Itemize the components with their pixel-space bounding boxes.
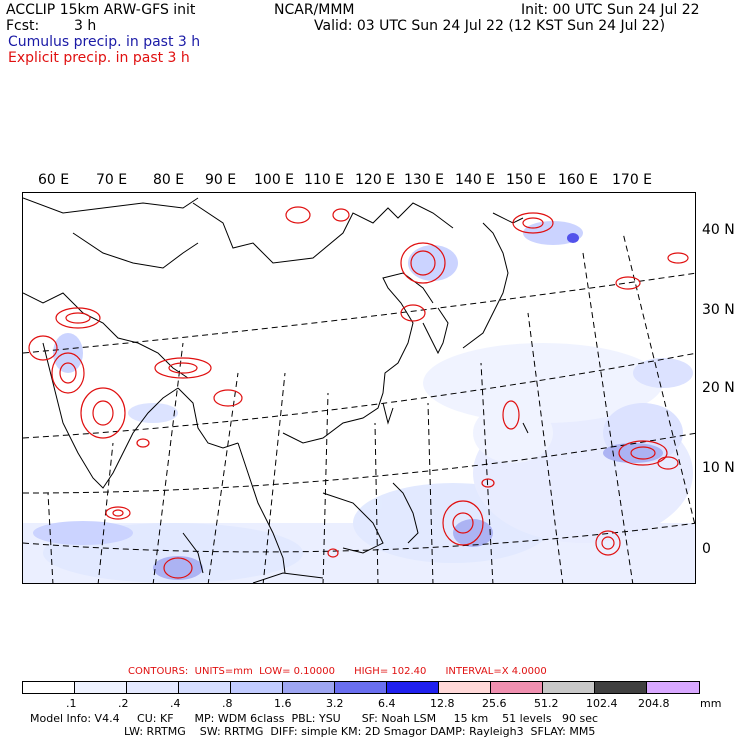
model-info-line1: Model Info: V4.4 CU: KF MP: WDM 6class P… bbox=[30, 712, 599, 725]
model-info-line2: LW: RRTMG SW: RRTMG DIFF: simple KM: 2D … bbox=[124, 725, 596, 738]
valid-time: Valid: 03 UTC Sun 24 Jul 22 (12 KST Sun … bbox=[314, 18, 666, 34]
lat-label-20n: 20 N bbox=[702, 380, 735, 396]
legend-tick-0: .1 bbox=[66, 697, 77, 710]
contour-interval: INTERVAL=X 4.0000 bbox=[445, 666, 547, 677]
coastlines bbox=[23, 197, 529, 583]
legend-tick-9: 51.2 bbox=[534, 697, 559, 710]
lon-label-130e: 130 E bbox=[404, 172, 445, 188]
legend-swatch-2 bbox=[127, 682, 179, 693]
contour-low: LOW= 0.10000 bbox=[259, 666, 335, 677]
cumulus-precip-label: Cumulus precip. in past 3 h bbox=[8, 34, 201, 50]
contour-high: HIGH= 102.40 bbox=[354, 666, 427, 677]
legend-unit: mm bbox=[700, 697, 722, 710]
map-graphic bbox=[23, 197, 695, 583]
lon-label-100e: 100 E bbox=[254, 172, 295, 188]
legend-tick-4: 1.6 bbox=[274, 697, 292, 710]
explicit-precip-label: Explicit precip. in past 3 h bbox=[8, 50, 190, 66]
legend-swatch-11 bbox=[595, 682, 647, 693]
lon-label-60e: 60 E bbox=[38, 172, 70, 188]
lat-label-40n: 40 N bbox=[702, 222, 735, 238]
explicit-precip-contours bbox=[28, 206, 689, 579]
precip-color-legend bbox=[22, 681, 700, 694]
legend-tick-6: 6.4 bbox=[378, 697, 396, 710]
legend-swatch-7 bbox=[387, 682, 439, 693]
legend-swatch-4 bbox=[231, 682, 283, 693]
contour-units: UNITS=mm bbox=[194, 666, 253, 677]
forecast-hour: 3 h bbox=[74, 18, 97, 34]
forecast-label: Fcst: bbox=[6, 18, 40, 34]
legend-swatch-3 bbox=[179, 682, 231, 693]
precip-map bbox=[22, 192, 696, 584]
lat-label-30n: 30 N bbox=[702, 302, 735, 318]
lon-label-80e: 80 E bbox=[153, 172, 185, 188]
org-label: NCAR/MMM bbox=[274, 2, 355, 18]
legend-swatch-0 bbox=[23, 682, 75, 693]
model-title: ACCLIP 15km ARW-GFS init bbox=[6, 2, 196, 18]
lon-label-140e: 140 E bbox=[455, 172, 496, 188]
init-time: Init: 00 UTC Sun 24 Jul 22 bbox=[521, 2, 700, 18]
lon-label-90e: 90 E bbox=[205, 172, 237, 188]
lat-label-10n: 10 N bbox=[702, 460, 735, 476]
lon-label-160e: 160 E bbox=[558, 172, 599, 188]
lat-label-0: 0 bbox=[702, 541, 711, 557]
lon-label-120e: 120 E bbox=[355, 172, 396, 188]
legend-tick-10: 102.4 bbox=[586, 697, 618, 710]
contour-label: CONTOURS: bbox=[128, 666, 189, 677]
legend-swatch-9 bbox=[491, 682, 543, 693]
legend-swatch-10 bbox=[543, 682, 595, 693]
lon-label-110e: 110 E bbox=[304, 172, 345, 188]
legend-swatch-5 bbox=[283, 682, 335, 693]
legend-tick-1: .2 bbox=[118, 697, 129, 710]
contour-info: CONTOURS: UNITS=mm LOW= 0.10000 HIGH= 10… bbox=[128, 666, 547, 677]
legend-tick-7: 12.8 bbox=[430, 697, 455, 710]
legend-tick-2: .4 bbox=[170, 697, 181, 710]
legend-tick-5: 3.2 bbox=[326, 697, 344, 710]
lon-label-150e: 150 E bbox=[506, 172, 547, 188]
legend-tick-8: 25.6 bbox=[482, 697, 507, 710]
cumulus-precip-shading bbox=[23, 221, 695, 583]
legend-swatch-1 bbox=[75, 682, 127, 693]
legend-swatch-8 bbox=[439, 682, 491, 693]
lon-label-70e: 70 E bbox=[96, 172, 128, 188]
graticule bbox=[23, 232, 695, 583]
legend-swatch-6 bbox=[335, 682, 387, 693]
legend-swatch-12 bbox=[647, 682, 699, 693]
legend-tick-11: 204.8 bbox=[638, 697, 670, 710]
lon-label-170e: 170 E bbox=[612, 172, 653, 188]
legend-tick-3: .8 bbox=[222, 697, 233, 710]
